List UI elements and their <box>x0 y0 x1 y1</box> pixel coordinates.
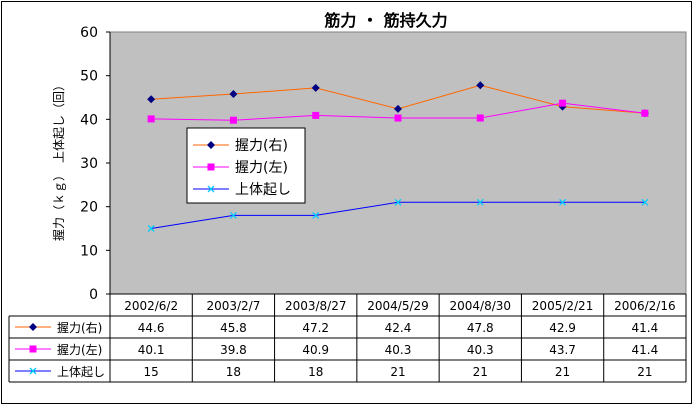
table-data-value: 40.9 <box>302 343 329 357</box>
legend-box <box>186 127 306 204</box>
table-data-value: 21 <box>390 365 405 379</box>
table-data-value: 41.4 <box>631 343 658 357</box>
y-tick-label: 20 <box>80 200 98 216</box>
x-category-label: 2004/5/29 <box>367 299 429 313</box>
y-tick-label: 40 <box>80 112 98 128</box>
x-category-label: 2005/2/21 <box>532 299 594 313</box>
data-point-marker <box>29 323 37 331</box>
y-tick-label: 50 <box>80 69 98 85</box>
x-category-label: 2004/8/30 <box>450 299 512 313</box>
data-point-marker <box>559 198 567 206</box>
table-data-value: 21 <box>555 365 570 379</box>
data-point-marker <box>312 211 320 219</box>
table-series-name: 握力(右) <box>57 320 102 335</box>
chart-title: 筋力 ・ 筋持久力 <box>323 11 447 30</box>
x-category-label: 2003/8/27 <box>285 299 347 313</box>
table-data-value: 43.7 <box>549 343 576 357</box>
data-point-marker <box>559 99 567 107</box>
y-tick-label: 60 <box>80 25 98 41</box>
table-data-value: 21 <box>473 365 488 379</box>
table-data-value: 21 <box>637 365 652 379</box>
x-category-label: 2003/2/7 <box>206 299 260 313</box>
x-category-label: 2002/6/2 <box>124 299 178 313</box>
y-axis: 0 10 20 30 40 50 60 <box>80 25 111 303</box>
table-data-value: 44.6 <box>138 321 165 335</box>
data-point-marker <box>312 111 320 119</box>
data-point-marker <box>29 367 37 375</box>
legend-label: 握力(左) <box>235 160 288 176</box>
table-data-value: 40.1 <box>138 343 165 357</box>
data-point-marker <box>476 81 485 90</box>
data-point-marker <box>476 114 484 122</box>
data-point-marker <box>229 90 238 99</box>
series-2 <box>147 99 649 124</box>
data-point-marker <box>207 141 215 149</box>
data-point-marker <box>207 163 215 171</box>
data-point-marker <box>29 345 37 353</box>
data-point-marker <box>394 198 402 206</box>
data-table: 2002/6/2 2003/2/7 2003/8/27 2004/5/29 2004/8… <box>8 293 687 383</box>
data-point-marker <box>394 104 402 113</box>
table-data-value: 42.9 <box>549 321 576 335</box>
table-data-value: 45.8 <box>220 321 247 335</box>
table-data-value: 40.3 <box>467 343 494 357</box>
table-data-value: 15 <box>144 365 159 379</box>
data-point-marker <box>147 95 156 104</box>
y-tick-label: 30 <box>80 156 98 172</box>
table-data-value: 40.3 <box>385 343 412 357</box>
table-data-value: 47.8 <box>467 321 494 335</box>
series-layer <box>147 81 649 232</box>
table-data-value: 41.4 <box>631 321 658 335</box>
y-tick-label: 0 <box>89 287 98 303</box>
data-point-marker <box>641 109 649 117</box>
data-point-marker <box>476 198 484 206</box>
table-series-name: 握力(左) <box>57 342 102 357</box>
data-point-marker <box>207 185 215 193</box>
legend-label: 握力(右) <box>235 138 288 154</box>
data-point-marker <box>311 83 320 92</box>
x-category-label: 2006/2/16 <box>614 299 676 313</box>
table-data-value: 18 <box>308 365 323 379</box>
legend-label: 上体起し <box>235 182 291 198</box>
data-point-marker <box>147 115 155 123</box>
series-3 <box>147 198 649 232</box>
legend: 握力(右) 握力(左) 上体起し <box>186 127 306 204</box>
data-point-marker <box>641 198 649 206</box>
table-data-value: 18 <box>226 365 241 379</box>
y-axis-label: 握力（ｋｇ） 上体起し（回） <box>51 79 66 241</box>
data-point-marker <box>394 114 402 122</box>
data-point-marker <box>229 211 237 219</box>
table-data-value: 39.8 <box>220 343 247 357</box>
data-point-marker <box>229 116 237 124</box>
data-point-marker <box>147 225 155 232</box>
table-data-value: 42.4 <box>385 321 412 335</box>
table-series-name: 上体起し <box>57 365 105 379</box>
y-tick-label: 10 <box>80 243 98 259</box>
table-data-value: 47.2 <box>302 321 329 335</box>
